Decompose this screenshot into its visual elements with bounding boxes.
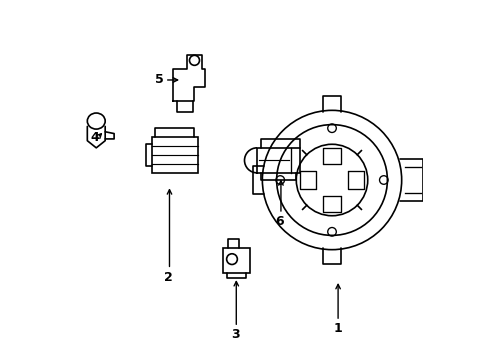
Text: 4: 4	[91, 131, 100, 144]
Text: 2: 2	[164, 271, 173, 284]
Text: 5: 5	[155, 73, 163, 86]
Text: 6: 6	[275, 215, 283, 228]
Text: 3: 3	[231, 328, 240, 341]
Text: 1: 1	[333, 322, 342, 335]
